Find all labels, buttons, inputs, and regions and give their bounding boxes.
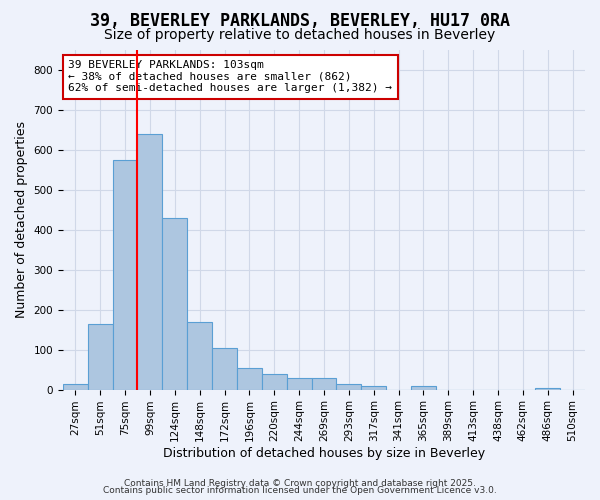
Bar xyxy=(311,378,337,390)
Bar xyxy=(287,378,311,390)
Bar xyxy=(212,348,237,390)
Bar xyxy=(237,368,262,390)
Bar xyxy=(411,386,436,390)
Y-axis label: Number of detached properties: Number of detached properties xyxy=(15,122,28,318)
Bar xyxy=(535,388,560,390)
Bar xyxy=(187,322,212,390)
Bar xyxy=(361,386,386,390)
Text: Contains HM Land Registry data © Crown copyright and database right 2025.: Contains HM Land Registry data © Crown c… xyxy=(124,478,476,488)
Text: 39 BEVERLEY PARKLANDS: 103sqm
← 38% of detached houses are smaller (862)
62% of : 39 BEVERLEY PARKLANDS: 103sqm ← 38% of d… xyxy=(68,60,392,94)
X-axis label: Distribution of detached houses by size in Beverley: Distribution of detached houses by size … xyxy=(163,447,485,460)
Bar xyxy=(262,374,287,390)
Bar xyxy=(113,160,137,390)
Bar xyxy=(88,324,113,390)
Bar xyxy=(63,384,88,390)
Bar xyxy=(163,218,187,390)
Bar xyxy=(337,384,361,390)
Text: Size of property relative to detached houses in Beverley: Size of property relative to detached ho… xyxy=(104,28,496,42)
Text: Contains public sector information licensed under the Open Government Licence v3: Contains public sector information licen… xyxy=(103,486,497,495)
Text: 39, BEVERLEY PARKLANDS, BEVERLEY, HU17 0RA: 39, BEVERLEY PARKLANDS, BEVERLEY, HU17 0… xyxy=(90,12,510,30)
Bar xyxy=(137,134,163,390)
